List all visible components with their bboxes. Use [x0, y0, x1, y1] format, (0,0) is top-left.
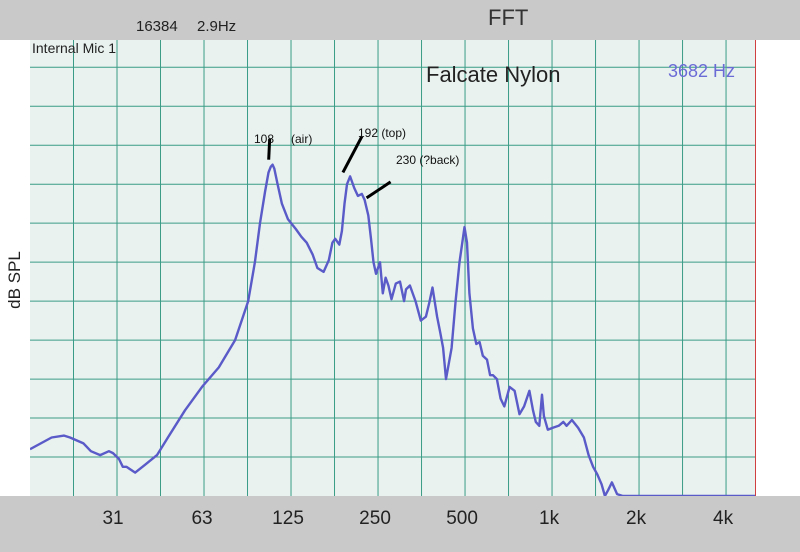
frequency-cursor-line[interactable] [755, 40, 756, 496]
spectrum-trace [30, 163, 756, 496]
x-axis-bar [0, 496, 800, 552]
annotation-192-top: 192 (top) [358, 126, 407, 140]
spectrum-plot-area[interactable] [30, 40, 756, 496]
x-tick-label-125: 125 [272, 508, 304, 529]
x-tick-label-500: 500 [446, 508, 478, 529]
right-margin [756, 40, 800, 496]
x-tick-label-63: 63 [191, 508, 213, 529]
x-tick-label-250: 250 [359, 508, 391, 529]
mode-label[interactable]: FFT [488, 5, 529, 30]
annotation-air: (air) [291, 132, 313, 146]
y-axis-gutter [0, 40, 30, 496]
annotation-108-pointer [267, 138, 272, 160]
cursor-frequency-readout: 3682 Hz [668, 61, 736, 81]
input-source-label[interactable]: Internal Mic 1 [32, 40, 117, 56]
x-tick-label-1k: 1k [539, 508, 560, 529]
x-tick-label-2k: 2k [626, 508, 647, 529]
x-tick-label-4k: 4k [713, 508, 734, 529]
chart-title: Falcate Nylon [426, 62, 561, 87]
annotation-108: 108 [254, 132, 275, 146]
bin-resolution-readout: 2.9Hz [197, 18, 237, 35]
top-toolbar: FFT [0, 0, 800, 40]
fft-size-readout: 16384 [136, 18, 178, 35]
annotation-230-back: 230 (?back) [396, 153, 460, 167]
y-axis-label: dB SPL [4, 251, 24, 309]
spectrum-chart [30, 40, 756, 496]
annotation-230-pointer [365, 180, 392, 200]
annotation-192-pointer [341, 135, 364, 174]
x-tick-label-31: 31 [102, 508, 124, 529]
